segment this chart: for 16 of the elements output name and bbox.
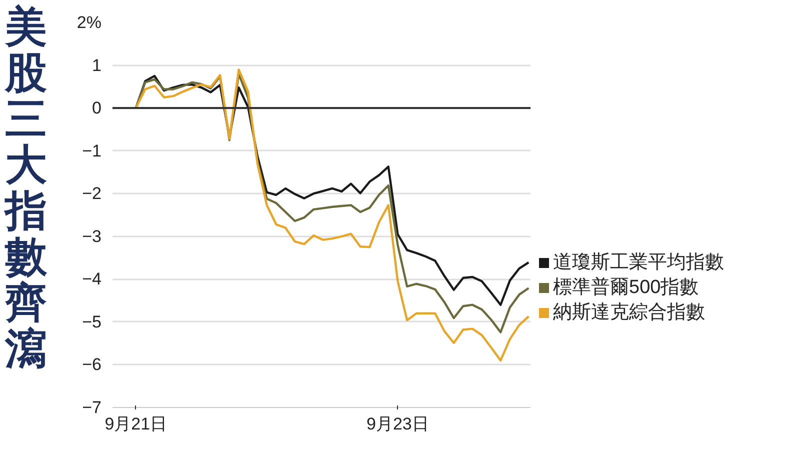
legend-label: 道瓊斯工業平均指數 [552,251,724,275]
x-tick-label: 9月23日 [366,414,429,434]
y-tick-label: −7 [82,398,102,417]
y-tick-label: 0 [92,98,102,118]
y-tick-label: 1 [92,56,102,75]
x-tick-label: 9月21日 [104,414,168,434]
y-tick-label: 2% [76,13,102,32]
y-tick-label: −2 [82,184,102,204]
text: 美股三大指數齊瀉 [5,5,47,373]
legend-label: 標準普爾500指數 [552,276,700,300]
y-tick-label: −4 [82,270,102,289]
y-tick-label: −3 [82,226,102,246]
y-tick-label: −1 [82,141,102,160]
legend-label: 納斯達克綜合指數 [552,301,706,325]
y-tick-label: −5 [82,312,102,332]
y-tick-label: −6 [82,355,102,374]
